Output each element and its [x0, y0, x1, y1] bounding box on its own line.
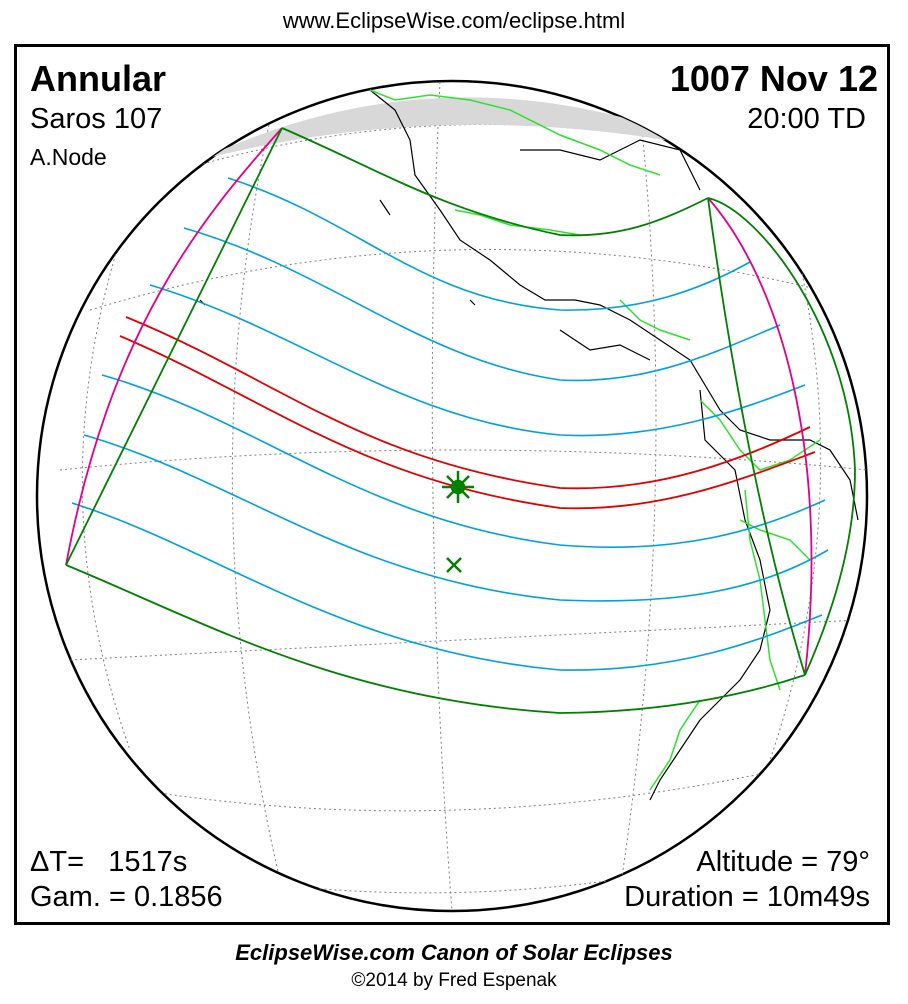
map-frame — [14, 44, 890, 925]
node-label: A.Node — [30, 144, 107, 170]
saros-number: Saros 107 — [30, 103, 163, 135]
altitude: Altitude = 79° — [696, 846, 870, 878]
outer-limits — [65, 127, 856, 714]
duration: Duration = 10m49s — [624, 881, 870, 913]
sub-solar-point-marker — [446, 557, 462, 573]
magnitude-curves — [71, 177, 829, 671]
globe — [35, 79, 869, 913]
canon-title: EclipseWise.com Canon of Solar Eclipses — [235, 940, 673, 965]
gamma: Gam. = 0.1856 — [30, 881, 223, 913]
eclipse-time: 20:00 TD — [747, 103, 866, 135]
source-url: www.EclipseWise.com/eclipse.html — [282, 8, 626, 33]
graticule — [59, 81, 867, 911]
polar-region — [200, 97, 720, 160]
delta-t-value: 1517s — [108, 846, 188, 878]
central-path — [119, 316, 816, 510]
eclipse-type: Annular — [30, 58, 167, 99]
greatest-eclipse-marker — [442, 471, 474, 503]
eclipse-date: 1007 Nov 12 — [669, 58, 878, 99]
copyright: ©2014 by Fred Espenak — [351, 970, 557, 991]
rise-set-curves — [65, 127, 813, 676]
delta-t: ΔT= 1517s — [30, 846, 187, 879]
delta-t-label: ΔT= — [30, 846, 85, 878]
political-borders — [369, 89, 821, 791]
